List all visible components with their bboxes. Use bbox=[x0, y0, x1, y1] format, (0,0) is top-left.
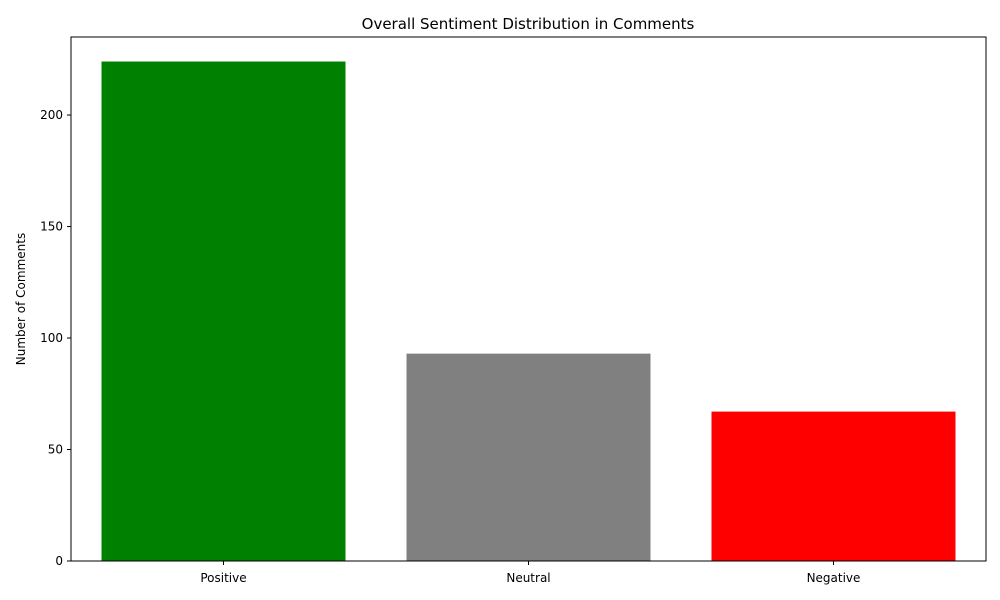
y-tick-label: 150 bbox=[40, 220, 63, 234]
bars-layer bbox=[101, 61, 956, 561]
x-tick-label: Negative bbox=[807, 571, 861, 585]
y-axis-title: Number of Comments bbox=[14, 233, 28, 365]
y-tick-label: 100 bbox=[40, 331, 63, 345]
y-tick-label: 50 bbox=[48, 443, 63, 457]
chart-title: Overall Sentiment Distribution in Commen… bbox=[362, 15, 695, 33]
bar-neutral bbox=[406, 353, 651, 561]
x-tick-label: Positive bbox=[200, 571, 246, 585]
y-tick-label: 200 bbox=[40, 108, 63, 122]
plot-frame bbox=[70, 36, 987, 562]
bar-negative bbox=[711, 411, 956, 561]
y-axis: 0 50 100 150 200 bbox=[40, 108, 71, 568]
x-tick-label: Neutral bbox=[506, 571, 550, 585]
x-axis: Positive Neutral Negative bbox=[200, 561, 860, 585]
bar-positive bbox=[101, 61, 346, 561]
y-tick-label: 0 bbox=[55, 554, 63, 568]
